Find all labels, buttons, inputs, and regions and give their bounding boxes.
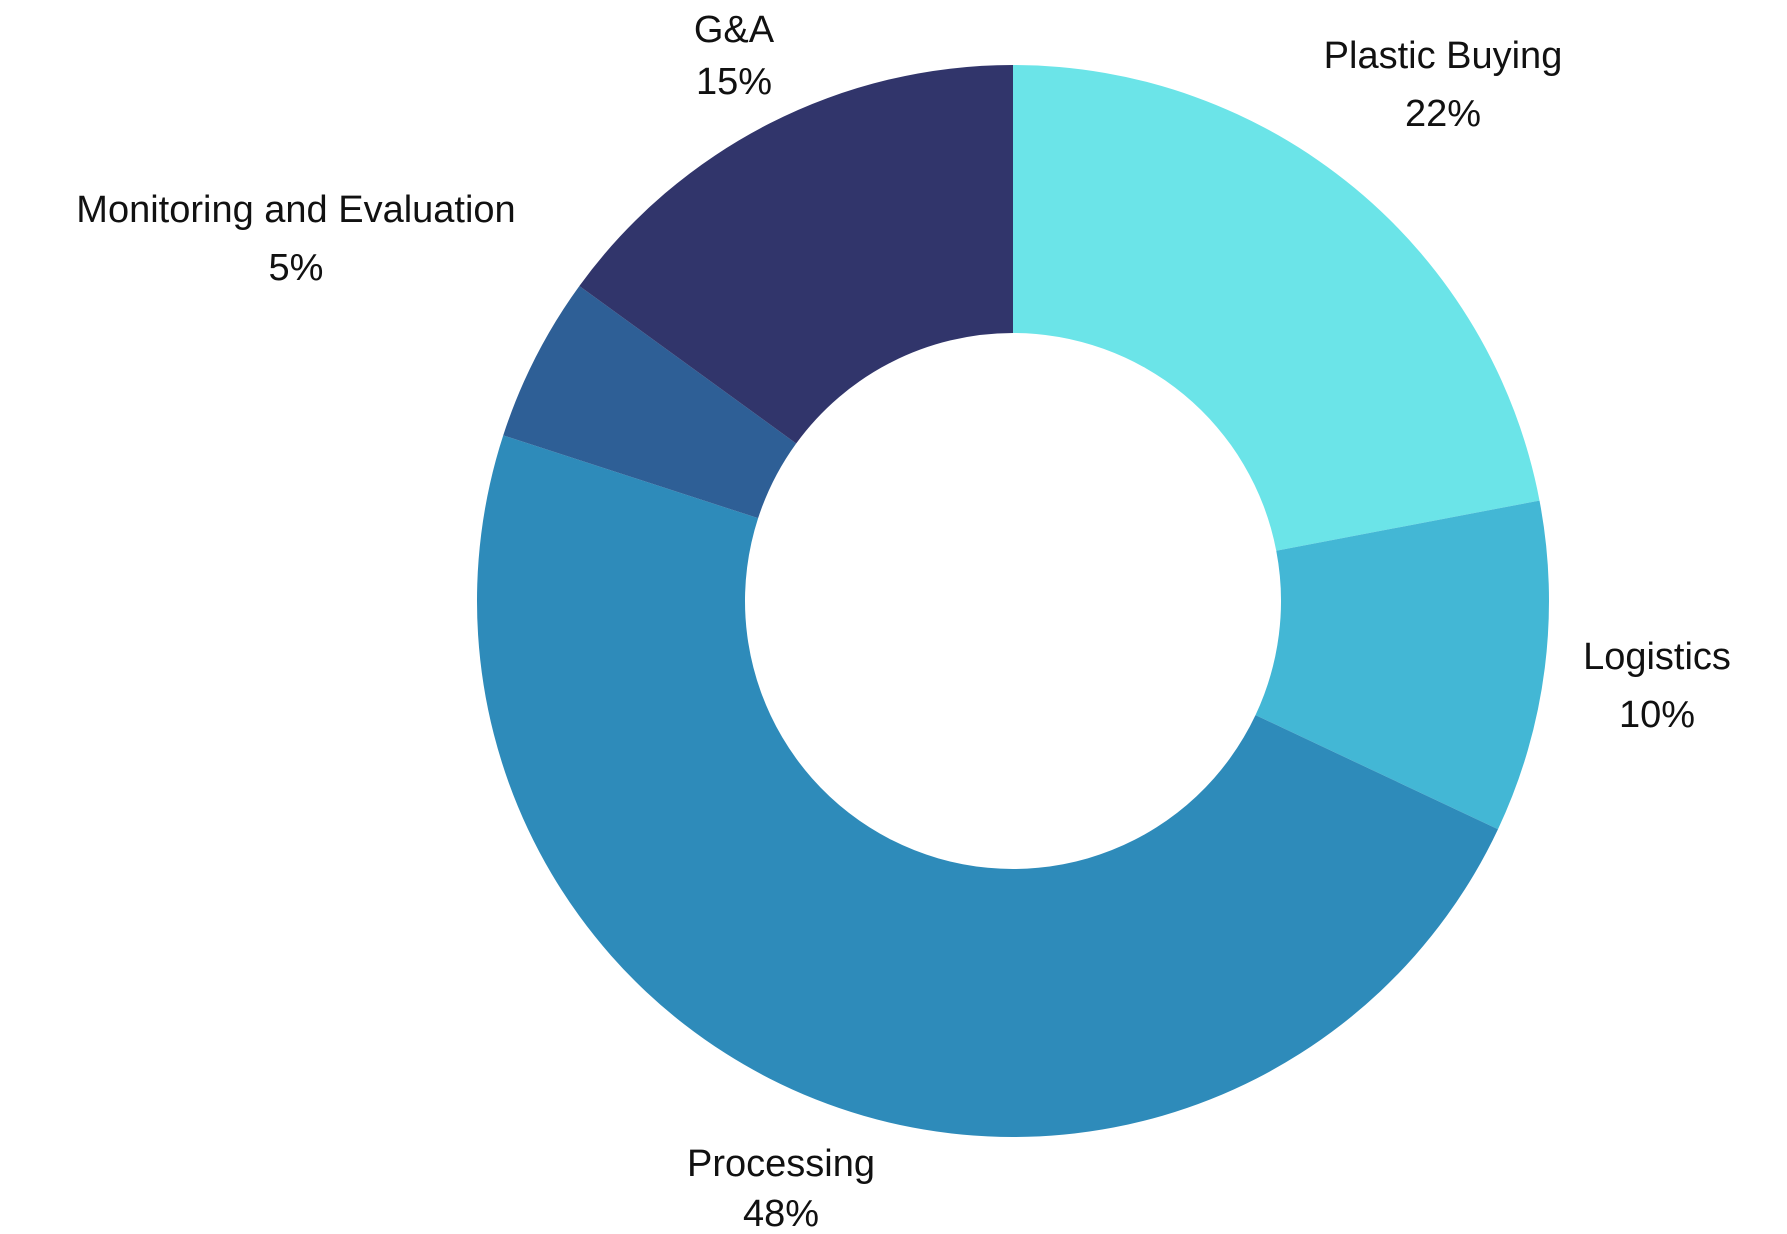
slice-name-label: Plastic Buying (1324, 35, 1563, 77)
slice-processing (477, 435, 1498, 1138)
slice-logistics (1255, 500, 1549, 830)
slice-value-label: 15% (696, 61, 772, 103)
slice-name-label: Monitoring and Evaluation (76, 189, 515, 231)
slice-name-label: Processing (687, 1143, 875, 1185)
slice-plastic-buying (1013, 65, 1540, 551)
slice-value-label: 48% (743, 1193, 819, 1234)
slice-value-label: 22% (1405, 93, 1481, 135)
labels-group: Plastic Buying 22% Logistics 10% Processing 4… (76, 9, 1731, 1234)
slice-monitoring-and-evaluation (503, 285, 797, 519)
slices-group (477, 65, 1549, 1138)
slice-g-a (579, 65, 1013, 444)
slice-value-label: 5% (269, 247, 324, 289)
slice-name-label: G&A (694, 9, 775, 51)
slice-name-label: Logistics (1583, 636, 1731, 678)
slice-value-label: 10% (1619, 694, 1695, 736)
